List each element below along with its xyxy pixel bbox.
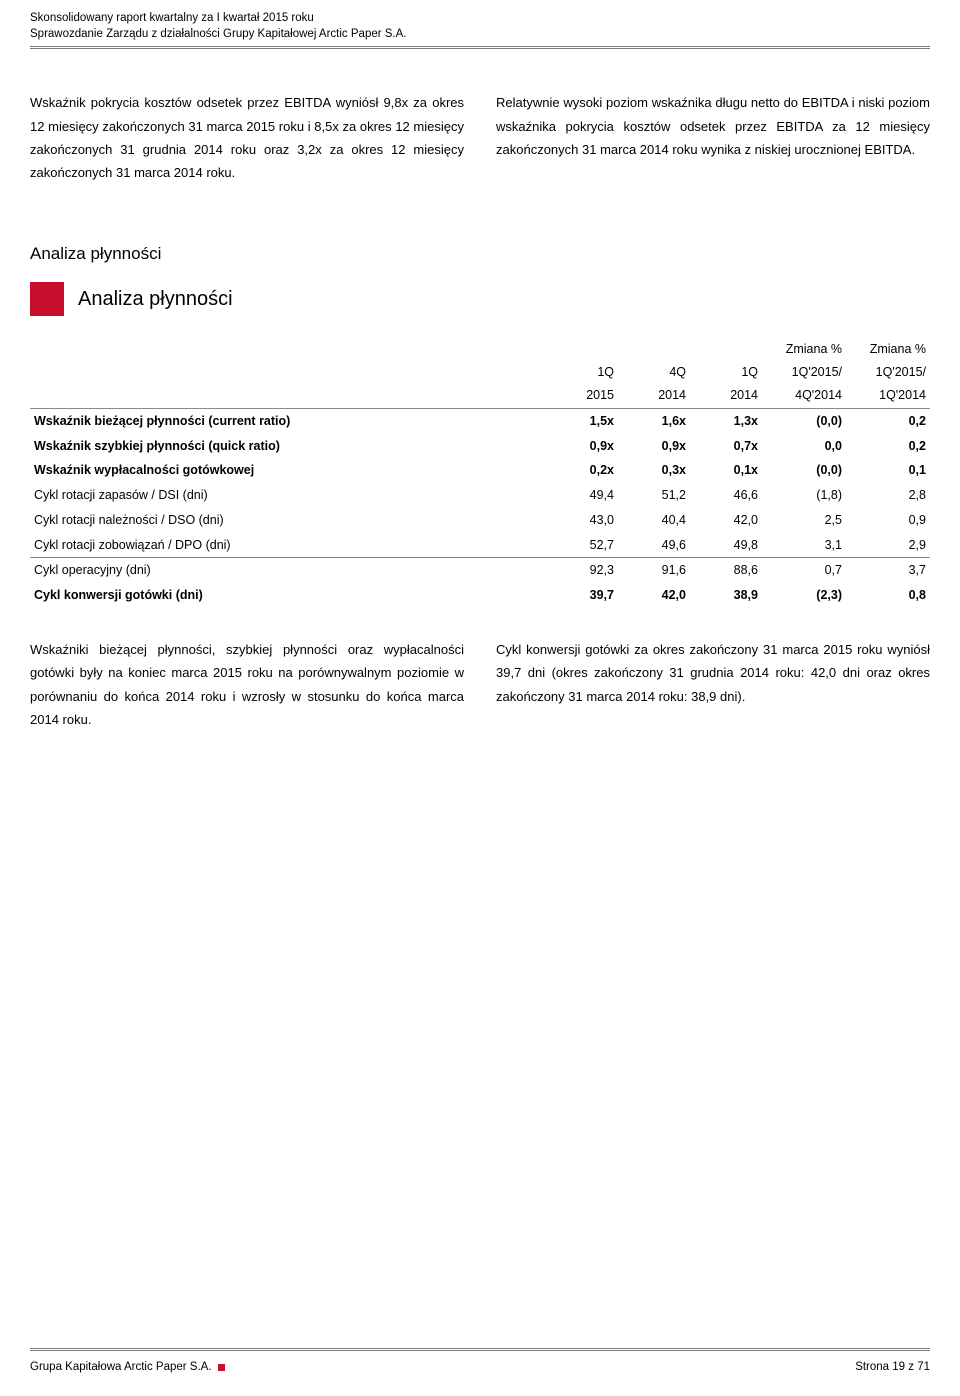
table-cell: 49,8 (690, 533, 762, 558)
table-row: Cykl rotacji zapasów / DSI (dni)49,451,2… (30, 483, 930, 508)
row-label: Cykl rotacji zobowiązań / DPO (dni) (30, 533, 546, 558)
table-head: Zmiana % Zmiana % 1Q 4Q 1Q 1Q'2015/ 1Q'2… (30, 338, 930, 408)
table-cell: (0,0) (762, 458, 846, 483)
commentary-left: Wskaźniki bieżącej płynności, szybkiej p… (30, 638, 464, 732)
table-cell: 88,6 (690, 558, 762, 583)
table-cell: 3,1 (762, 533, 846, 558)
section-title: Analiza płynności (78, 284, 233, 314)
col-head-top-1 (618, 338, 690, 361)
table-cell: 0,1x (690, 458, 762, 483)
table-cell: 46,6 (690, 483, 762, 508)
col-head-mid-3: 1Q'2015/ (762, 361, 846, 384)
header-rule (30, 46, 930, 49)
section-marker-icon (30, 282, 64, 316)
footer-left: Grupa Kapitałowa Arctic Paper S.A. (30, 1359, 225, 1376)
table-cell: 0,9 (846, 508, 930, 533)
table-row: Cykl rotacji zobowiązań / DPO (dni)52,74… (30, 533, 930, 558)
table-cell: 0,7x (690, 434, 762, 459)
table-cell: 3,7 (846, 558, 930, 583)
header-line-1: Skonsolidowany raport kwartalny za I kwa… (30, 10, 930, 26)
table-cell: 2,5 (762, 508, 846, 533)
table-row: Cykl konwersji gotówki (dni)39,742,038,9… (30, 583, 930, 608)
table-cell: 91,6 (618, 558, 690, 583)
page-header: Skonsolidowany raport kwartalny za I kwa… (30, 0, 930, 91)
table-cell: 2,8 (846, 483, 930, 508)
table-cell: 52,7 (546, 533, 618, 558)
liquidity-table: Zmiana % Zmiana % 1Q 4Q 1Q 1Q'2015/ 1Q'2… (30, 338, 930, 608)
col-head-bot-1: 2014 (618, 384, 690, 408)
col-head-bot-2: 2014 (690, 384, 762, 408)
table-cell: 0,3x (618, 458, 690, 483)
table-cell: 1,5x (546, 408, 618, 433)
table-cell: 0,8 (846, 583, 930, 608)
table-cell: 51,2 (618, 483, 690, 508)
header-line-2: Sprawozdanie Zarządu z działalności Grup… (30, 26, 930, 42)
col-head-bot-3: 4Q'2014 (762, 384, 846, 408)
table-body: Wskaźnik bieżącej płynności (current rat… (30, 408, 930, 608)
footer-marker-icon (218, 1364, 225, 1371)
table-cell: (1,8) (762, 483, 846, 508)
intro-paragraphs: Wskaźnik pokrycia kosztów odsetek przez … (30, 91, 930, 185)
table-row: Wskaźnik wypłacalności gotówkowej0,2x0,3… (30, 458, 930, 483)
table-cell: (0,0) (762, 408, 846, 433)
section-label: Analiza płynności (30, 241, 930, 267)
col-head-mid-4: 1Q'2015/ (846, 361, 930, 384)
table-cell: 40,4 (618, 508, 690, 533)
row-label: Wskaźnik bieżącej płynności (current rat… (30, 408, 546, 433)
table-row: Cykl rotacji należności / DSO (dni)43,04… (30, 508, 930, 533)
table-cell: 42,0 (618, 583, 690, 608)
row-label: Cykl rotacji należności / DSO (dni) (30, 508, 546, 533)
row-label: Cykl rotacji zapasów / DSI (dni) (30, 483, 546, 508)
table-row: Cykl operacyjny (dni)92,391,688,60,73,7 (30, 558, 930, 583)
table-cell: 0,9x (546, 434, 618, 459)
col-head-mid-2: 1Q (690, 361, 762, 384)
table-cell: 0,2 (846, 408, 930, 433)
row-label: Cykl operacyjny (dni) (30, 558, 546, 583)
table-cell: 0,2 (846, 434, 930, 459)
table-cell: 0,1 (846, 458, 930, 483)
table-cell: 0,7 (762, 558, 846, 583)
footer-company: Grupa Kapitałowa Arctic Paper S.A. (30, 1359, 212, 1376)
table-cell: 42,0 (690, 508, 762, 533)
row-label: Wskaźnik wypłacalności gotówkowej (30, 458, 546, 483)
table-cell: 49,4 (546, 483, 618, 508)
col-head-mid-0: 1Q (546, 361, 618, 384)
footer-rule (30, 1348, 930, 1351)
col-head-bot-0: 2015 (546, 384, 618, 408)
table-cell: 1,3x (690, 408, 762, 433)
table-cell: 38,9 (690, 583, 762, 608)
table-cell: 39,7 (546, 583, 618, 608)
intro-left: Wskaźnik pokrycia kosztów odsetek przez … (30, 91, 464, 185)
section-title-row: Analiza płynności (30, 282, 930, 316)
row-label: Wskaźnik szybkiej płynności (quick ratio… (30, 434, 546, 459)
table-row: Wskaźnik szybkiej płynności (quick ratio… (30, 434, 930, 459)
commentary-right: Cykl konwersji gotówki za okres zakończo… (496, 638, 930, 732)
table-row: Wskaźnik bieżącej płynności (current rat… (30, 408, 930, 433)
table-cell: 1,6x (618, 408, 690, 433)
table-cell: 0,9x (618, 434, 690, 459)
col-head-bot-4: 1Q'2014 (846, 384, 930, 408)
table-cell: 43,0 (546, 508, 618, 533)
table-cell: 49,6 (618, 533, 690, 558)
col-head-mid-1: 4Q (618, 361, 690, 384)
col-head-top-4: Zmiana % (846, 338, 930, 361)
page-footer: Grupa Kapitałowa Arctic Paper S.A. Stron… (30, 1348, 930, 1376)
intro-right: Relatywnie wysoki poziom wskaźnika długu… (496, 91, 930, 185)
row-label: Cykl konwersji gotówki (dni) (30, 583, 546, 608)
footer-page-number: Strona 19 z 71 (855, 1359, 930, 1376)
col-head-top-3: Zmiana % (762, 338, 846, 361)
table-cell: 0,2x (546, 458, 618, 483)
table-cell: 0,0 (762, 434, 846, 459)
table-cell: 2,9 (846, 533, 930, 558)
table-cell: (2,3) (762, 583, 846, 608)
col-head-top-0 (546, 338, 618, 361)
col-head-top-2 (690, 338, 762, 361)
table-cell: 92,3 (546, 558, 618, 583)
commentary-paragraphs: Wskaźniki bieżącej płynności, szybkiej p… (30, 638, 930, 732)
